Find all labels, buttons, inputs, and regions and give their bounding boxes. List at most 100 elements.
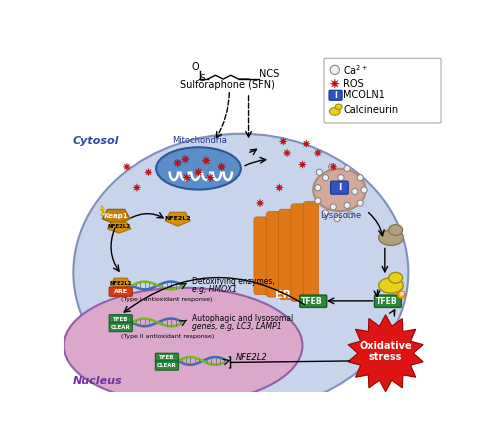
Polygon shape	[110, 278, 131, 289]
FancyBboxPatch shape	[300, 295, 326, 307]
Text: TFEB: TFEB	[113, 317, 128, 322]
Text: (Type I antioxidant response): (Type I antioxidant response)	[120, 297, 212, 302]
Polygon shape	[302, 140, 310, 148]
Polygon shape	[108, 222, 131, 233]
Circle shape	[330, 204, 336, 210]
Text: TFEB: TFEB	[376, 297, 397, 306]
Polygon shape	[166, 212, 190, 226]
Circle shape	[397, 291, 405, 299]
Circle shape	[347, 212, 354, 218]
Polygon shape	[174, 159, 182, 167]
Circle shape	[315, 185, 321, 191]
FancyBboxPatch shape	[329, 90, 342, 100]
Polygon shape	[314, 149, 322, 157]
Text: TFEB: TFEB	[159, 355, 174, 360]
Text: genes, e.g, LC3, LAMP1: genes, e.g, LC3, LAMP1	[192, 322, 281, 331]
Ellipse shape	[335, 104, 342, 109]
Polygon shape	[133, 184, 141, 191]
Ellipse shape	[156, 147, 241, 190]
Circle shape	[322, 175, 328, 181]
Polygon shape	[144, 168, 152, 176]
Polygon shape	[181, 155, 190, 164]
Text: NFE2L2: NFE2L2	[110, 280, 132, 286]
Polygon shape	[283, 149, 291, 157]
Text: I: I	[334, 91, 337, 100]
Ellipse shape	[330, 108, 340, 115]
Text: NFE2L2: NFE2L2	[164, 216, 191, 221]
FancyBboxPatch shape	[109, 315, 132, 324]
Text: Lysosome: Lysosome	[320, 212, 362, 220]
Circle shape	[344, 165, 350, 172]
FancyBboxPatch shape	[266, 212, 281, 297]
FancyBboxPatch shape	[109, 322, 132, 332]
Polygon shape	[280, 138, 287, 146]
Text: O: O	[192, 62, 199, 72]
Circle shape	[344, 202, 350, 209]
Circle shape	[322, 210, 328, 216]
FancyBboxPatch shape	[156, 353, 178, 363]
Circle shape	[357, 175, 364, 181]
Circle shape	[315, 198, 321, 204]
Text: Keap1: Keap1	[104, 213, 128, 219]
Polygon shape	[330, 163, 337, 171]
Circle shape	[338, 175, 344, 181]
FancyBboxPatch shape	[278, 209, 294, 299]
Polygon shape	[102, 209, 130, 224]
Text: S: S	[200, 75, 205, 83]
Polygon shape	[182, 173, 191, 182]
Text: Detoxifying enzymes,: Detoxifying enzymes,	[192, 277, 274, 286]
Text: I: I	[338, 183, 341, 192]
Ellipse shape	[64, 288, 302, 403]
Ellipse shape	[378, 230, 404, 246]
Text: Ca$^{2+}$: Ca$^{2+}$	[344, 63, 368, 77]
FancyBboxPatch shape	[156, 361, 178, 370]
Circle shape	[357, 200, 364, 206]
Text: Mitochondria: Mitochondria	[172, 136, 228, 145]
Polygon shape	[194, 168, 202, 176]
Text: MCOLN1: MCOLN1	[344, 90, 385, 100]
Polygon shape	[202, 157, 210, 165]
Text: Oxidative
stress: Oxidative stress	[360, 341, 412, 363]
Text: Calcineurin: Calcineurin	[344, 105, 398, 115]
Polygon shape	[298, 161, 306, 168]
Text: NFE2L2: NFE2L2	[108, 224, 131, 229]
Polygon shape	[100, 206, 105, 215]
FancyBboxPatch shape	[109, 287, 132, 296]
Text: NCS: NCS	[258, 69, 279, 79]
Polygon shape	[330, 79, 340, 88]
Text: TFEB: TFEB	[301, 297, 322, 306]
Text: NFE2L2: NFE2L2	[236, 353, 267, 363]
Circle shape	[330, 65, 340, 75]
Polygon shape	[348, 315, 423, 392]
Text: CLEAR: CLEAR	[157, 363, 177, 368]
Text: P: P	[399, 292, 403, 297]
Ellipse shape	[74, 134, 408, 411]
Circle shape	[328, 164, 335, 170]
Ellipse shape	[388, 224, 402, 235]
Polygon shape	[218, 163, 226, 171]
FancyBboxPatch shape	[291, 204, 306, 302]
Text: CLEAR: CLEAR	[111, 325, 130, 329]
Text: (Type II antioxidant response): (Type II antioxidant response)	[120, 334, 214, 339]
Text: ARE: ARE	[114, 289, 128, 294]
Text: e.g, HMOX1: e.g, HMOX1	[192, 285, 236, 294]
Ellipse shape	[388, 273, 402, 283]
FancyBboxPatch shape	[324, 58, 441, 123]
Text: ER: ER	[275, 290, 291, 300]
Circle shape	[316, 169, 322, 176]
Text: Cytosol: Cytosol	[73, 136, 120, 146]
Polygon shape	[206, 173, 214, 182]
Ellipse shape	[313, 169, 366, 211]
Text: Nucleus: Nucleus	[73, 376, 122, 386]
Polygon shape	[256, 199, 264, 207]
FancyBboxPatch shape	[254, 217, 270, 295]
Circle shape	[361, 187, 367, 193]
Circle shape	[352, 188, 358, 194]
Ellipse shape	[378, 278, 404, 293]
FancyBboxPatch shape	[303, 202, 318, 304]
Circle shape	[334, 215, 340, 221]
Text: Sulforaphone (SFN): Sulforaphone (SFN)	[180, 80, 275, 90]
Text: ROS: ROS	[344, 79, 364, 89]
FancyBboxPatch shape	[374, 295, 402, 307]
Polygon shape	[276, 184, 283, 191]
